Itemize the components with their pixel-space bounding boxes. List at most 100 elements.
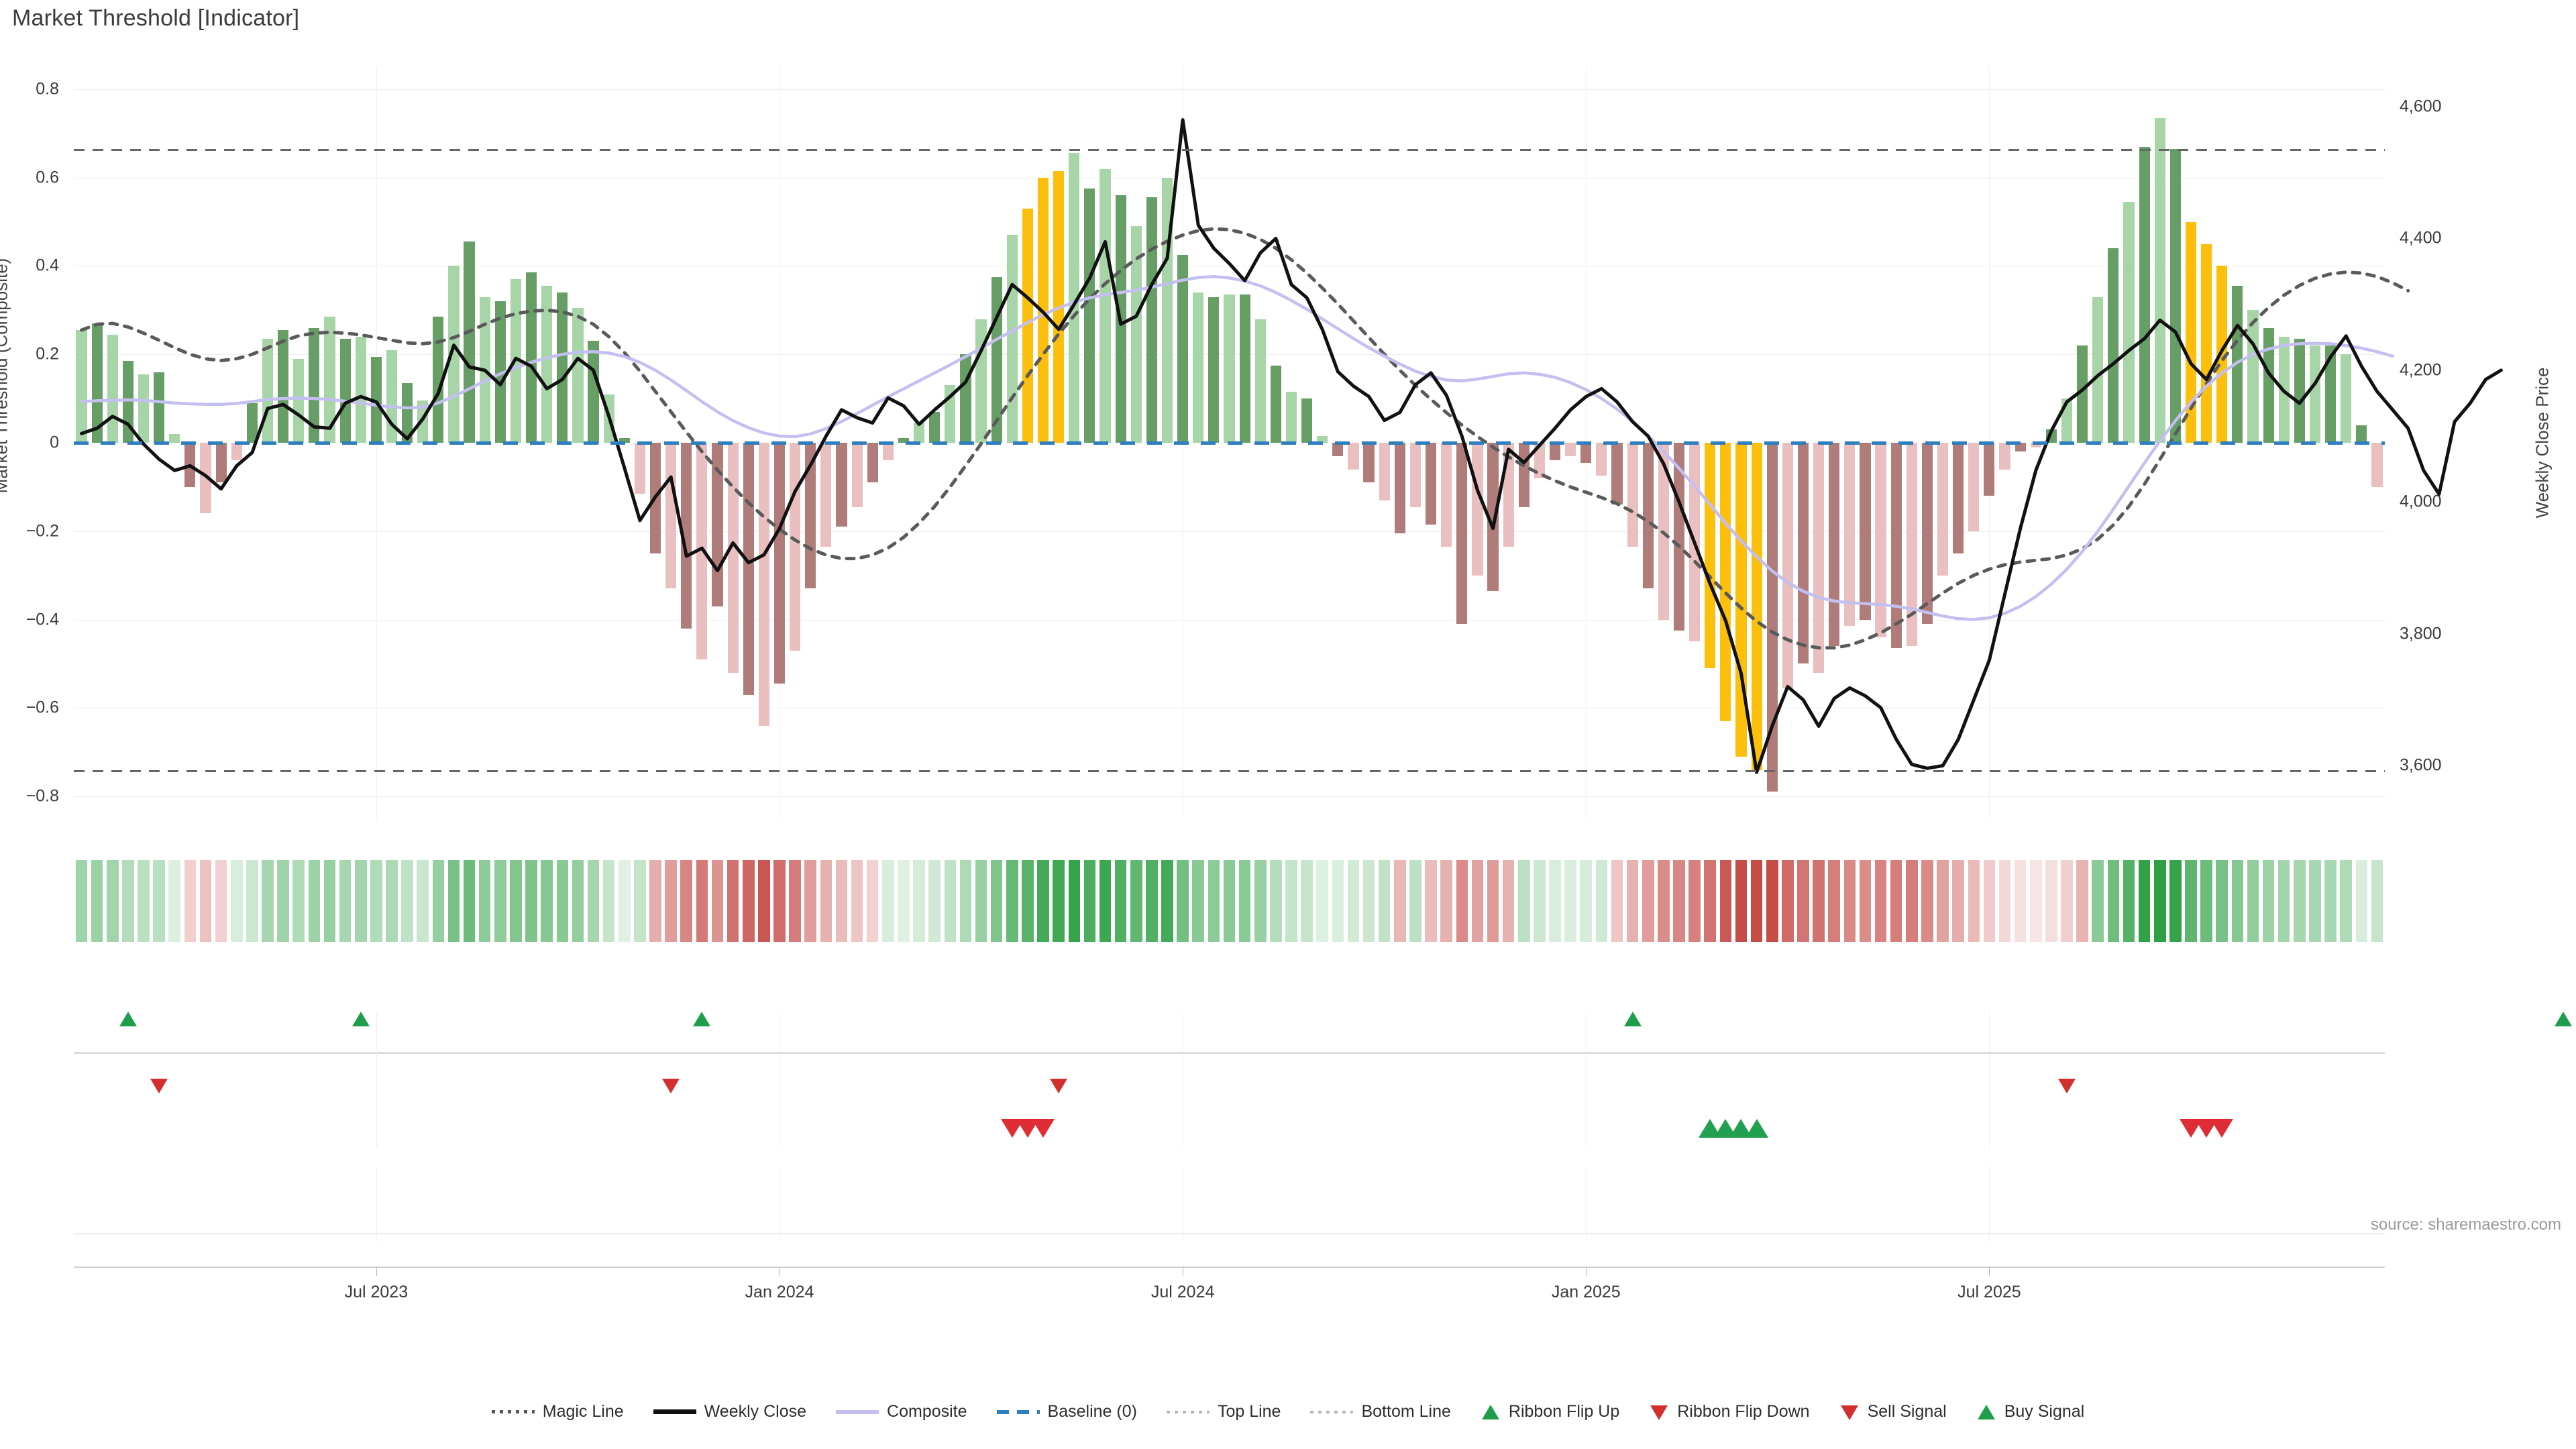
ribbon-band xyxy=(1084,860,1096,942)
x-axis-tick-label: Jan 2024 xyxy=(745,1283,814,1302)
ribbon-band xyxy=(1751,860,1763,942)
momentum-ribbon-strip xyxy=(74,860,2385,942)
x-axis-tick-label: Jul 2023 xyxy=(345,1283,409,1302)
ribbon-band xyxy=(1875,860,1887,942)
legend-swatch-dotlite-icon xyxy=(1167,1411,1210,1413)
ribbon-flip-down-marker xyxy=(150,1079,168,1093)
ribbon-band xyxy=(991,860,1003,942)
x-axis-tick xyxy=(376,1267,377,1276)
ribbon-band xyxy=(1673,860,1685,942)
ribbon-band xyxy=(1658,860,1670,942)
right-axis-tick-label: 4,600 xyxy=(2400,97,2442,116)
ribbon-band xyxy=(2015,860,2027,942)
ribbon-band xyxy=(1766,860,1778,942)
ribbon-band xyxy=(1379,860,1391,942)
ribbon-band xyxy=(417,860,429,942)
legend-item-magic-line[interactable]: Magic Line xyxy=(492,1402,624,1421)
ribbon-band xyxy=(2371,860,2383,942)
page-title: Market Threshold [Indicator] xyxy=(12,5,299,32)
ribbon-band xyxy=(1797,860,1809,942)
legend-item-top-line[interactable]: Top Line xyxy=(1167,1402,1281,1421)
ribbon-flip-down-marker xyxy=(662,1079,680,1093)
ribbon-band xyxy=(1487,860,1499,942)
left-axis-tick-label: 0.8 xyxy=(0,79,59,99)
ribbon-band xyxy=(1239,860,1251,942)
left-axis-tick-label: 0.2 xyxy=(0,345,59,364)
ribbon-band xyxy=(2247,860,2259,942)
ribbon-band xyxy=(401,860,413,942)
ribbon-band xyxy=(2030,860,2042,942)
sell-signal-marker xyxy=(2210,1119,2233,1138)
ribbon-band xyxy=(804,860,816,942)
ribbon-band xyxy=(1472,860,1484,942)
ribbon-band xyxy=(1192,860,1204,942)
ribbon-band xyxy=(1952,860,1964,942)
ribbon-band xyxy=(1704,860,1716,942)
signal-vertical-gridline xyxy=(376,1167,377,1241)
legend-swatch-triup-icon xyxy=(1976,1403,1996,1421)
signal-vertical-gridline xyxy=(1989,1013,1990,1147)
ribbon-band xyxy=(1921,860,1933,942)
ribbon-band xyxy=(1534,860,1546,942)
legend-item-bottom-line[interactable]: Bottom Line xyxy=(1310,1402,1450,1421)
ribbon-band xyxy=(1409,860,1421,942)
ribbon-flip-up-marker xyxy=(1624,1012,1642,1026)
ribbon-band xyxy=(727,860,739,942)
legend-item-buy-signal[interactable]: Buy Signal xyxy=(1976,1402,2085,1421)
ribbon-band xyxy=(1906,860,1918,942)
legend-label: Baseline (0) xyxy=(1048,1402,1137,1421)
legend-item-ribbon-flip-up[interactable]: Ribbon Flip Up xyxy=(1481,1402,1619,1421)
ribbon-band xyxy=(960,860,972,942)
ribbon-band xyxy=(2309,860,2321,942)
ribbon-band xyxy=(572,860,584,942)
ribbon-band xyxy=(913,860,925,942)
ribbon-band xyxy=(91,860,103,942)
ribbon-flip-down-marker xyxy=(2058,1079,2076,1093)
ribbon-band xyxy=(1146,860,1158,942)
ribbon-band xyxy=(1503,860,1515,942)
ribbon-band xyxy=(820,860,833,942)
ribbon-band xyxy=(1053,860,1065,942)
ribbon-band xyxy=(433,860,445,942)
ribbon-band xyxy=(2154,860,2166,942)
x-axis-tick xyxy=(1586,1267,1587,1276)
ribbon-band xyxy=(1022,860,1034,942)
left-axis-tick-label: 0 xyxy=(0,433,59,453)
ribbon-band xyxy=(1161,860,1173,942)
ribbon-band xyxy=(1642,860,1654,942)
legend-swatch-tridn-icon xyxy=(1649,1403,1669,1421)
ribbon-band xyxy=(1844,860,1856,942)
legend-item-ribbon-flip-down[interactable]: Ribbon Flip Down xyxy=(1649,1402,1809,1421)
ribbon-band xyxy=(494,860,506,942)
legend-item-composite[interactable]: Composite xyxy=(836,1402,967,1421)
ribbon-band xyxy=(246,860,258,942)
ribbon-band xyxy=(292,860,305,942)
ribbon-flip-up-marker xyxy=(693,1012,710,1026)
legend-item-sell-signal[interactable]: Sell Signal xyxy=(1839,1402,1947,1421)
signal-vertical-gridline xyxy=(376,1013,377,1147)
ribbon-band xyxy=(2169,860,2182,942)
ribbon-band xyxy=(2324,860,2337,942)
ribbon-band xyxy=(2356,860,2368,942)
ribbon-band xyxy=(1348,860,1360,942)
left-axis-tick-label: 0.6 xyxy=(0,168,59,187)
left-axis-tick-label: −0.6 xyxy=(0,698,59,718)
legend-item-weekly-close[interactable]: Weekly Close xyxy=(653,1402,806,1421)
right-axis-tick-label: 3,600 xyxy=(2400,756,2442,775)
left-axis-tick-label: −0.2 xyxy=(0,521,59,541)
sell-signal-marker xyxy=(1032,1119,1055,1138)
legend-label: Buy Signal xyxy=(2004,1402,2085,1421)
ribbon-band xyxy=(2076,860,2088,942)
ribbon-band xyxy=(836,860,848,942)
ribbon-band xyxy=(928,860,941,942)
ribbon-band xyxy=(557,860,569,942)
ribbon-band xyxy=(588,860,600,942)
ribbon-band xyxy=(386,860,398,942)
ribbon-band xyxy=(339,860,352,942)
ribbon-band xyxy=(1828,860,1840,942)
ribbon-flip-up-marker xyxy=(119,1012,137,1026)
ribbon-band xyxy=(2278,860,2290,942)
legend-item-baseline-0[interactable]: Baseline (0) xyxy=(997,1402,1137,1421)
bottom-divider xyxy=(74,1233,2385,1234)
ribbon-band xyxy=(1456,860,1468,942)
